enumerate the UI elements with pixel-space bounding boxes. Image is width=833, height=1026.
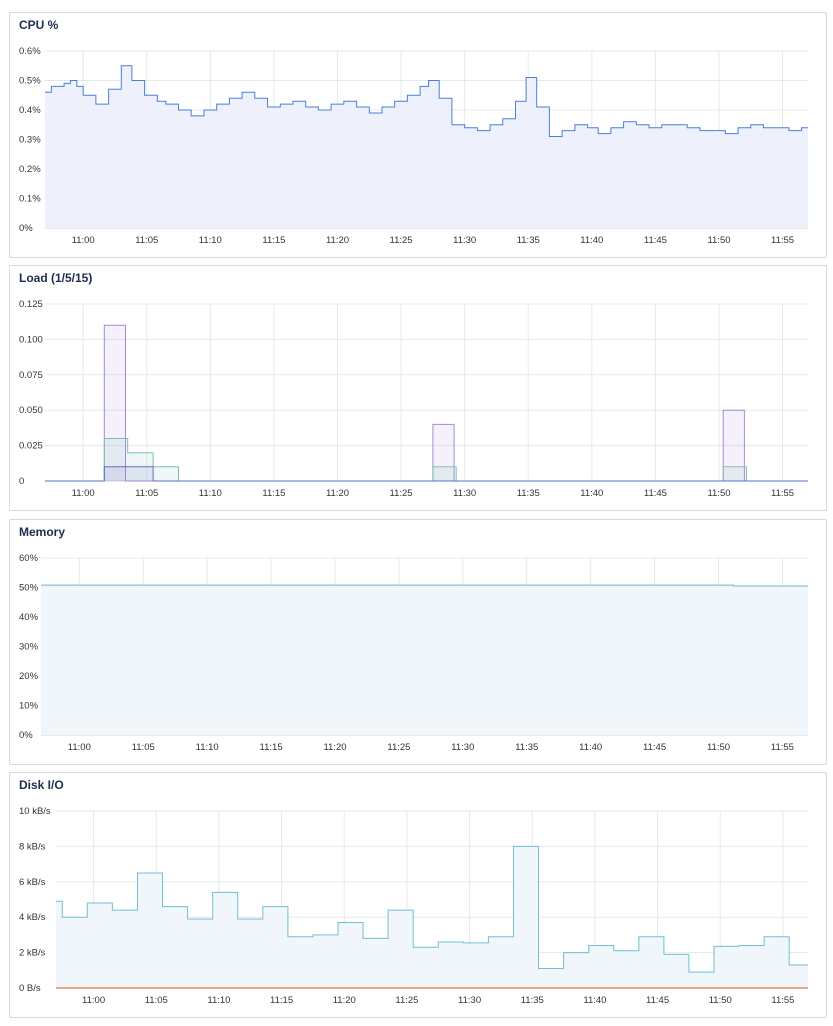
load-xtick-label: 11:40	[580, 488, 603, 499]
cpu-xtick-label: 11:35	[517, 235, 540, 246]
memory-xtick-label: 11:45	[643, 742, 666, 753]
disk-xtick-label: 11:20	[333, 995, 356, 1006]
load-chart-title: Load (1/5/15)	[19, 271, 93, 285]
memory-ytick-label: 30%	[19, 642, 39, 653]
memory-xtick-label: 11:20	[323, 742, 346, 753]
cpu-xtick-label: 11:50	[707, 235, 730, 246]
load-xtick-label: 11:45	[644, 488, 667, 499]
disk-chart-title: Disk I/O	[19, 778, 64, 792]
cpu-ytick-label: 0.6%	[19, 46, 41, 57]
memory-xtick-label: 11:40	[579, 742, 602, 753]
memory-ytick-label: 50%	[19, 583, 39, 594]
load-xtick-label: 11:55	[771, 488, 794, 499]
load-xtick-label: 11:50	[707, 488, 730, 499]
memory-xtick-label: 11:55	[771, 742, 794, 753]
memory-ytick-label: 20%	[19, 671, 39, 682]
load-xtick-label: 11:10	[199, 488, 222, 499]
load-series-2-area	[45, 466, 808, 481]
disk-xtick-label: 11:25	[395, 995, 418, 1006]
cpu-panel: CPU % 0% 0.1% 0.2% 0.3% 0.4% 0.5% 0.6% 11:00 11:…	[9, 12, 827, 258]
disk-xtick-label: 11:45	[646, 995, 669, 1006]
load-xtick-label: 11:15	[262, 488, 285, 499]
load-series-2-line	[45, 466, 808, 482]
cpu-xtick-label: 11:45	[644, 235, 667, 246]
cpu-chart: 0% 0.1% 0.2% 0.3% 0.4% 0.5% 0.6% 11:00 11:05 11:1…	[19, 46, 808, 246]
disk-ytick-label: 8 kB/s	[19, 841, 46, 852]
cpu-series-0-line	[45, 65, 808, 137]
load-ytick-label: 0.025	[19, 441, 43, 452]
disk-series-0-area	[56, 846, 808, 988]
cpu-series-0-area	[45, 65, 808, 228]
memory-xtick-label: 11:35	[515, 742, 538, 753]
load-ytick-label: 0	[19, 476, 24, 487]
memory-xtick-label: 11:05	[132, 742, 155, 753]
disk-panel: Disk I/O 0 B/s 2 kB/s 4 kB/s 6 kB/s 8 kB/s 10…	[9, 772, 827, 1018]
cpu-xtick-label: 11:30	[453, 235, 476, 246]
memory-xtick-label: 11:30	[451, 742, 474, 753]
disk-ytick-label: 2 kB/s	[19, 948, 46, 959]
disk-ytick-label: 0 B/s	[19, 983, 41, 994]
cpu-ytick-label: 0.2%	[19, 164, 41, 175]
load-chart: 0 0.025 0.050 0.075 0.100 0.125 11:00 11:05 11:1…	[19, 299, 808, 499]
disk-ytick-label: 4 kB/s	[19, 912, 46, 923]
disk-chart: 0 B/s 2 kB/s 4 kB/s 6 kB/s 8 kB/s 10 kB/s 11:0…	[19, 806, 808, 1006]
disk-xtick-label: 11:55	[771, 995, 794, 1006]
load-xtick-label: 11:25	[390, 488, 413, 499]
memory-series-0-area	[41, 585, 808, 735]
cpu-chart-title: CPU %	[19, 18, 59, 32]
disk-xtick-label: 11:40	[583, 995, 606, 1006]
load-ytick-label: 0.125	[19, 299, 43, 310]
cpu-xtick-label: 11:10	[199, 235, 222, 246]
cpu-xtick-label: 11:20	[326, 235, 349, 246]
load-series-0-line	[45, 324, 808, 482]
disk-series-0-line	[56, 845, 808, 973]
load-ytick-label: 0.100	[19, 334, 43, 345]
memory-xtick-label: 11:25	[387, 742, 410, 753]
load-xtick-label: 11:20	[326, 488, 349, 499]
load-xtick-label: 11:30	[453, 488, 476, 499]
disk-xtick-label: 11:15	[270, 995, 293, 1006]
cpu-ytick-label: 0.3%	[19, 135, 41, 146]
cpu-ytick-label: 0.4%	[19, 105, 41, 116]
disk-xtick-label: 11:30	[458, 995, 481, 1006]
disk-xtick-label: 11:35	[521, 995, 544, 1006]
memory-chart: 0% 10% 20% 30% 40% 50% 60% 11:00 11:05 11:10 11:15…	[19, 553, 808, 753]
memory-chart-title: Memory	[19, 525, 66, 539]
disk-ytick-label: 10 kB/s	[19, 806, 51, 817]
cpu-xtick-label: 11:55	[771, 235, 794, 246]
memory-ytick-label: 0%	[19, 730, 33, 741]
cpu-xtick-label: 11:15	[262, 235, 285, 246]
disk-xtick-label: 11:00	[82, 995, 105, 1006]
disk-xtick-label: 11:50	[709, 995, 732, 1006]
cpu-ytick-label: 0.1%	[19, 194, 41, 205]
cpu-ytick-label: 0.5%	[19, 76, 41, 87]
cpu-ytick-label: 0%	[19, 223, 33, 234]
memory-panel: Memory 0% 10% 20% 30% 40% 50% 60% 11:00 11:05 11:…	[9, 519, 827, 765]
memory-xtick-label: 11:10	[196, 742, 219, 753]
load-ytick-label: 0.050	[19, 405, 43, 416]
load-series-1-area	[45, 438, 808, 481]
memory-series-0-line	[41, 584, 808, 587]
cpu-xtick-label: 11:40	[580, 235, 603, 246]
memory-xtick-label: 11:00	[68, 742, 91, 753]
memory-ytick-label: 10%	[19, 701, 39, 712]
load-ytick-label: 0.075	[19, 370, 43, 381]
memory-xtick-label: 11:15	[260, 742, 283, 753]
memory-xtick-label: 11:50	[707, 742, 730, 753]
disk-xtick-label: 11:05	[145, 995, 168, 1006]
load-panel: Load (1/5/15) 0 0.025 0.050 0.075 0.100 0.125…	[9, 265, 827, 511]
load-xtick-label: 11:00	[72, 488, 95, 499]
load-series-0-area	[45, 325, 808, 481]
memory-ytick-label: 60%	[19, 553, 39, 564]
load-xtick-label: 11:35	[517, 488, 540, 499]
cpu-xtick-label: 11:00	[72, 235, 95, 246]
load-xtick-label: 11:05	[135, 488, 158, 499]
memory-ytick-label: 40%	[19, 612, 39, 623]
disk-ytick-label: 6 kB/s	[19, 877, 46, 888]
cpu-xtick-label: 11:25	[390, 235, 413, 246]
disk-xtick-label: 11:10	[207, 995, 230, 1006]
cpu-xtick-label: 11:05	[135, 235, 158, 246]
